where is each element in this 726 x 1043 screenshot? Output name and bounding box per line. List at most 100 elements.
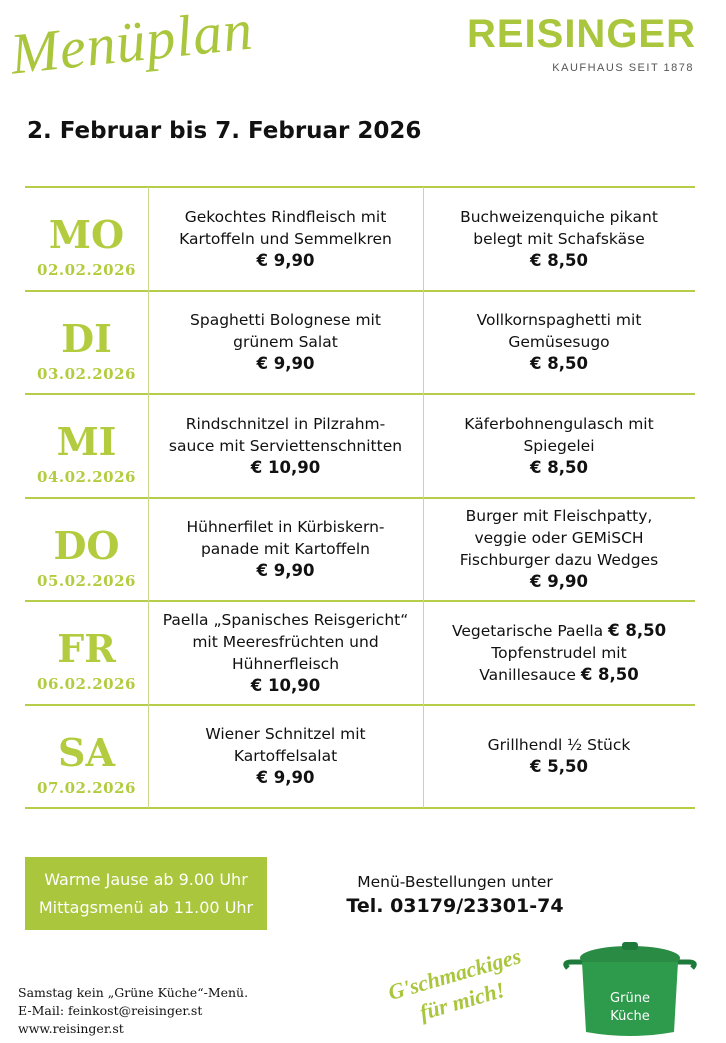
dish-line: Kartoffelsalat — [234, 745, 337, 767]
dish-text: Kartoffeln und Semmelkren — [179, 229, 392, 248]
dish-text: Vanillesauce — [479, 665, 576, 684]
title: Menüplan — [7, 0, 256, 87]
row-line — [25, 600, 695, 602]
day-cell: DO 05.02.2026 — [25, 498, 148, 602]
row-line — [25, 393, 695, 395]
column-line — [148, 187, 149, 808]
date-range: 2. Februar bis 7. Februar 2026 — [27, 118, 422, 144]
dish-text: Spiegelei — [523, 436, 595, 455]
row-line — [25, 807, 695, 809]
tagline: KAUFHAUS SEIT 1878 — [552, 62, 694, 74]
dish-line: grünem Salat — [233, 331, 338, 353]
dish-cell: Vegetarische Paella € 8,50 Topfenstrudel … — [423, 603, 695, 703]
day-name: DI — [61, 315, 112, 361]
order-label: Menü-Bestellungen unter — [357, 873, 553, 891]
dish-price: € 10,90 — [250, 457, 321, 477]
pot-body — [582, 962, 678, 1036]
dish-price: € 9,90 — [256, 561, 315, 581]
dish-cell: Rindschnitzel in Pilzrahm-sauce mit Serv… — [148, 396, 423, 496]
dish-line: Paella „Spanisches Reisgericht“ — [163, 609, 409, 631]
dish-line: € 9,90 — [257, 560, 315, 582]
dish-text: Spaghetti Bolognese mit — [190, 311, 381, 330]
dish-line: Topfenstrudel mit — [491, 642, 626, 664]
dish-line: Hühnerfilet in Kürbiskern- — [187, 516, 385, 538]
brand: REISINGER — [466, 12, 696, 56]
day-name: DO — [53, 522, 120, 568]
note: www.reisinger.st — [18, 1021, 124, 1036]
logo-text: Grüne — [610, 991, 650, 1006]
dish-price: € 9,90 — [256, 354, 315, 374]
column-line — [423, 187, 424, 808]
dish-price: € 8,50 — [530, 354, 588, 374]
day-cell: MI 04.02.2026 — [25, 394, 148, 498]
day-date: 07.02.2026 — [37, 778, 136, 797]
logo-text: Küche — [610, 1009, 650, 1024]
hours-box: Warme Jause ab 9.00 Uhr Mittagsmenü ab 1… — [25, 857, 267, 930]
dish-line: Käferbohnengulasch mit — [464, 413, 653, 435]
dish-price: € 8,50 — [530, 250, 588, 270]
dish-price: € 8,50 — [608, 620, 667, 640]
dish-line: € 9,90 — [530, 571, 588, 593]
dish-cell: Spaghetti Bolognese mit grünem Salat € 9,9… — [148, 293, 423, 393]
row-line — [25, 703, 695, 706]
day-name: SA — [58, 729, 115, 775]
day-date: 02.02.2026 — [37, 261, 136, 279]
dish-line: Wiener Schnitzel mit — [205, 723, 365, 745]
day-cell: SA 07.02.2026 — [25, 705, 148, 809]
logo: Grüne Küche — [563, 942, 697, 1036]
dish-text: Buchweizenquiche pikant — [460, 207, 658, 226]
row-line — [25, 496, 695, 499]
pot-handles — [563, 959, 697, 970]
dish-line: Burger mit Fleischpatty, — [466, 505, 653, 527]
dish-line: sauce mit Serviettenschnitten — [169, 435, 402, 457]
dish-line: € 9,90 — [257, 250, 315, 272]
dish-text: Fischburger dazu Wedges — [459, 551, 659, 570]
dish-line: Buchweizenquiche pikant — [460, 206, 658, 228]
row-line — [25, 186, 695, 188]
dish-line: belegt mit Schafskäse — [473, 228, 645, 250]
dish-line: mit Meeresfrüchten und — [192, 631, 378, 653]
dish-text: Rindschnitzel in Pilzrahm- — [185, 414, 386, 433]
note: E-Mail: feinkost@reisinger.st — [18, 1003, 203, 1018]
dish-line: Spiegelei — [523, 435, 594, 457]
hours-line: Warme Jause ab 9.00 Uhr — [44, 870, 248, 889]
dish-text: Käferbohnengulasch mit — [464, 414, 654, 433]
dish-line: Vanillesauce € 8,50 — [479, 664, 639, 686]
dish-text: grünem Salat — [233, 333, 338, 352]
dish-price: € 8,50 — [580, 664, 639, 684]
dish-line: € 8,50 — [530, 457, 588, 479]
dish-cell: Grillhendl ½ Stück € 5,50 — [423, 707, 695, 807]
dish-price: € 9,90 — [530, 572, 588, 592]
day-name: MI — [56, 419, 117, 464]
dish-cell: Käferbohnengulasch mit Spiegelei € 8,50 — [423, 396, 695, 496]
dish-text: panade mit Kartoffeln — [200, 540, 371, 559]
dish-line: € 5,50 — [530, 756, 588, 778]
dish-price: € 9,90 — [256, 250, 315, 270]
slogan: G'schmackiges für mich! — [385, 942, 532, 1034]
dish-line: Vegetarische Paella € 8,50 — [452, 620, 666, 642]
day-cell: MO 02.02.2026 — [25, 187, 148, 291]
day-cell: DI 03.02.2026 — [25, 291, 148, 395]
menu-table: MO 02.02.2026 Gekochtes Rindfleisch mit Kar… — [25, 186, 695, 809]
dish-cell: Vollkornspaghetti mit Gemüsesugo € 8,50 — [423, 293, 695, 393]
order-info: Menü-Bestellungen unter Tel. 03179/23301… — [330, 873, 580, 917]
dish-text: Topfenstrudel mit — [491, 643, 627, 662]
dish-cell: Wiener Schnitzel mit Kartoffelsalat € 9,90 — [148, 707, 423, 807]
day-name: MO — [48, 212, 125, 257]
dish-line: panade mit Kartoffeln — [201, 538, 370, 560]
dish-text: Gemüsesugo — [508, 333, 610, 352]
dish-text: Hühnerfleisch — [231, 654, 340, 673]
dish-text: Hühnerfilet in Kürbiskern- — [186, 518, 385, 537]
dish-text: veggie oder GEMiSCH — [474, 529, 644, 548]
dish-line: Gemüsesugo — [508, 331, 609, 353]
hours-line: Mittagsmenü ab 11.00 Uhr — [38, 898, 254, 917]
dish-text: sauce mit Serviettenschnitten — [168, 436, 403, 455]
day-date: 06.02.2026 — [37, 675, 136, 693]
dish-line: € 9,90 — [257, 767, 315, 789]
dish-text: Vollkornspaghetti mit — [476, 311, 642, 330]
pot-knob — [622, 942, 638, 950]
dish-text: Gekochtes Rindfleisch mit — [184, 207, 387, 226]
dish-line: Fischburger dazu Wedges — [460, 549, 658, 571]
dish-cell: Gekochtes Rindfleisch mit Kartoffeln und … — [148, 189, 423, 289]
